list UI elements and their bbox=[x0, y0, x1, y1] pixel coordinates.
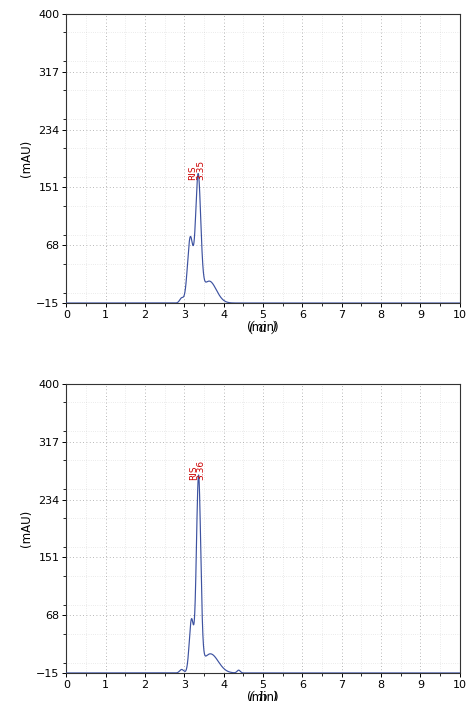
Text: ( b ): ( b ) bbox=[249, 690, 277, 701]
Text: ( a ): ( a ) bbox=[249, 320, 277, 334]
Text: 3.36: 3.36 bbox=[196, 460, 205, 480]
Text: RIS: RIS bbox=[189, 165, 198, 179]
X-axis label: (min): (min) bbox=[247, 321, 279, 334]
Text: RIS: RIS bbox=[189, 465, 198, 480]
Text: 3.35: 3.35 bbox=[196, 160, 205, 179]
Y-axis label: (mAU): (mAU) bbox=[20, 510, 33, 547]
X-axis label: (min): (min) bbox=[247, 691, 279, 701]
Y-axis label: (mAU): (mAU) bbox=[20, 140, 33, 177]
